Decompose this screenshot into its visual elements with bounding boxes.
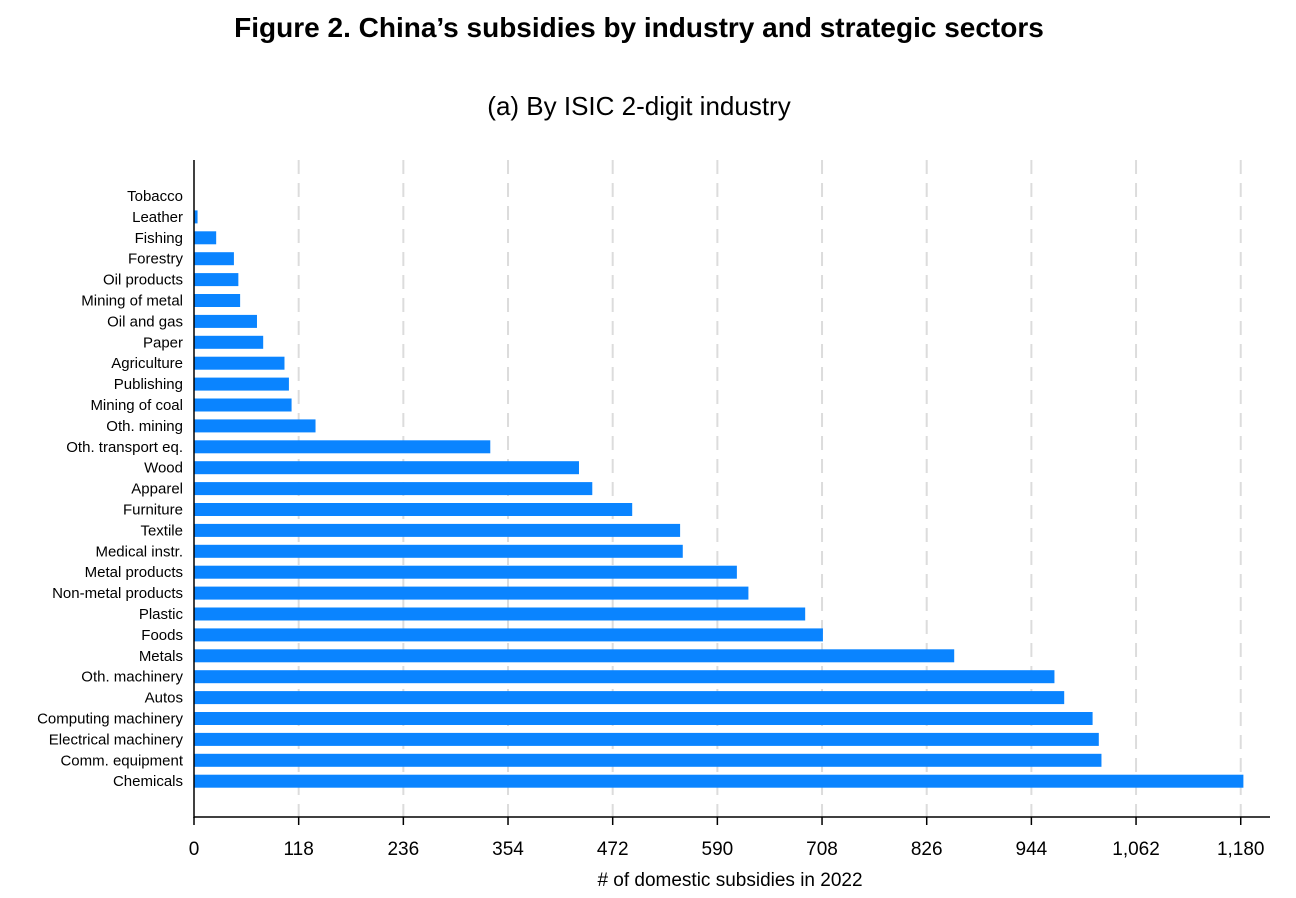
bar-oth-mining <box>194 419 316 433</box>
bar-apparel <box>194 482 593 496</box>
category-label: Fishing <box>135 230 183 247</box>
bar-paper <box>194 335 264 349</box>
category-label: Foods <box>141 627 183 644</box>
x-tick-label: 826 <box>911 839 943 860</box>
bar-foods <box>194 628 823 642</box>
x-tick-label: 1,062 <box>1112 839 1160 860</box>
x-axis-title: # of domestic subsidies in 2022 <box>597 870 862 891</box>
x-tick-label: 944 <box>1016 839 1048 860</box>
x-tick-label: 0 <box>189 839 200 860</box>
x-tick-label: 472 <box>597 839 629 860</box>
bars <box>194 210 1244 788</box>
bar-oth-machinery <box>194 670 1055 684</box>
category-label: Oth. mining <box>106 418 183 435</box>
category-label: Plastic <box>139 606 184 623</box>
category-label: Metals <box>139 648 183 665</box>
category-label: Metal products <box>85 564 183 581</box>
bar-leather <box>194 210 198 224</box>
category-label: Mining of metal <box>81 293 183 310</box>
x-tick-label: 354 <box>492 839 524 860</box>
category-label: Non-metal products <box>52 585 183 602</box>
x-tick-label: 590 <box>702 839 734 860</box>
bar-comm-equipment <box>194 753 1102 767</box>
bar-electrical-machinery <box>194 732 1099 746</box>
chart-subtitle: (a) By ISIC 2-digit industry <box>487 91 791 121</box>
x-tick-label: 236 <box>387 839 419 860</box>
bar-agriculture <box>194 356 285 370</box>
category-label: Tobacco <box>127 188 183 205</box>
category-label: Leather <box>132 209 183 226</box>
x-tick-label: 708 <box>806 839 838 860</box>
category-label: Mining of coal <box>90 397 183 414</box>
category-label: Publishing <box>114 376 183 393</box>
bar-medical-instr <box>194 544 683 558</box>
bar-chemicals <box>194 774 1244 788</box>
category-label: Apparel <box>131 481 183 498</box>
category-label: Electrical machinery <box>49 731 184 748</box>
category-label: Wood <box>144 460 183 477</box>
bar-wood <box>194 461 579 475</box>
bar-forestry <box>194 252 234 266</box>
category-label: Oth. transport eq. <box>66 439 183 456</box>
bar-textile <box>194 523 681 537</box>
x-tick-label: 1,180 <box>1217 839 1265 860</box>
bar-furniture <box>194 503 633 516</box>
bar-fishing <box>194 231 217 245</box>
bar-autos <box>194 691 1065 705</box>
bar-computing-machinery <box>194 712 1093 725</box>
category-label: Textile <box>140 522 183 539</box>
category-label: Oil and gas <box>107 313 183 330</box>
bar-non-metal-products <box>194 586 749 600</box>
category-label: Agriculture <box>111 355 183 372</box>
category-label: Computing machinery <box>37 711 183 728</box>
category-label: Oth. machinery <box>81 669 183 686</box>
category-label: Forestry <box>128 251 184 268</box>
category-label: Autos <box>145 690 183 707</box>
bar-publishing <box>194 377 289 391</box>
category-label: Medical instr. <box>95 543 183 560</box>
bar-mining-of-metal <box>194 294 241 307</box>
category-label: Paper <box>143 334 183 351</box>
bar-plastic <box>194 607 806 621</box>
category-label: Chemicals <box>113 773 183 790</box>
category-label: Oil products <box>103 272 183 289</box>
bar-oil-and-gas <box>194 314 257 328</box>
bar-metals <box>194 649 955 663</box>
bar-oil-products <box>194 273 239 287</box>
bar-oth-transport-eq <box>194 440 491 454</box>
axes: 0 118 236 354 472 590 708 826 944 1,062 1,180 <box>189 160 1270 860</box>
category-label: Furniture <box>123 502 183 519</box>
bar-mining-of-coal <box>194 398 292 412</box>
x-tick-label: 118 <box>284 839 314 860</box>
figure-title: Figure 2. China’s subsidies by industry … <box>234 12 1044 43</box>
category-labels: Tobacco Leather Fishing Forestry Oil product… <box>37 188 184 790</box>
category-label: Comm. equipment <box>60 752 183 769</box>
bar-metal-products <box>194 565 737 579</box>
